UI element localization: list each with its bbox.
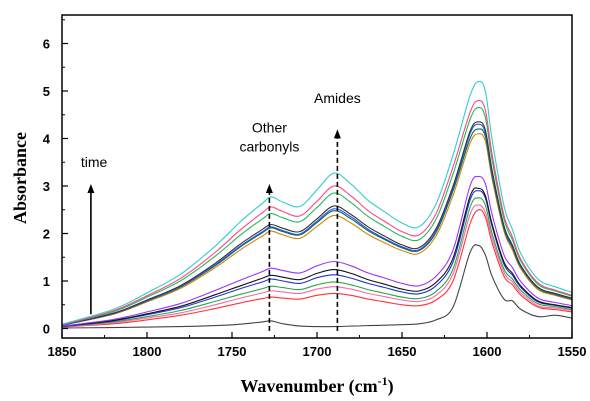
x-tick-label: 1600 bbox=[473, 344, 502, 359]
y-tick-label: 3 bbox=[43, 179, 50, 194]
series-line-7 bbox=[61, 175, 573, 327]
annotation-label-2: carbonyls bbox=[239, 138, 299, 154]
annotations: time Other carbonyls Amides bbox=[81, 90, 361, 331]
x-axis-title-close: ) bbox=[388, 376, 394, 397]
annotation-arrowhead-1 bbox=[87, 184, 95, 193]
series-line-9 bbox=[61, 128, 573, 326]
series-line-12 bbox=[61, 106, 573, 326]
x-tick-label: 1850 bbox=[48, 344, 77, 359]
x-tick-label: 1700 bbox=[303, 344, 332, 359]
annotation-label-1: time bbox=[81, 154, 108, 170]
annotation-label-2: Other bbox=[252, 119, 287, 135]
series-line-5 bbox=[61, 190, 573, 328]
y-tick-label: 0 bbox=[43, 322, 50, 337]
series-line-8 bbox=[61, 133, 573, 326]
x-axis-ticks: 1850 1800 1750 1700 1650 1600 1550 bbox=[48, 332, 587, 359]
annotation-label-3: Amides bbox=[314, 90, 361, 106]
x-tick-label: 1800 bbox=[133, 344, 162, 359]
x-axis-title-sup: -1 bbox=[378, 374, 388, 388]
x-axis-title: Wavenumber (cm-1) bbox=[240, 374, 393, 397]
series-line-11 bbox=[61, 121, 573, 326]
y-tick-label: 4 bbox=[43, 132, 51, 147]
x-tick-label: 1650 bbox=[388, 344, 417, 359]
series-line-6 bbox=[61, 187, 573, 327]
x-axis-title-main: Wavenumber (cm bbox=[240, 376, 377, 397]
y-tick-label: 2 bbox=[43, 227, 50, 242]
y-tick-label: 6 bbox=[43, 37, 50, 52]
series-line-4 bbox=[61, 197, 573, 328]
series-line-13 bbox=[61, 99, 573, 326]
y-axis-ticks: 0 1 2 3 4 5 6 bbox=[43, 19, 68, 337]
series-line-10 bbox=[61, 123, 573, 326]
y-tick-label: 5 bbox=[43, 84, 50, 99]
series-line-2 bbox=[61, 208, 573, 328]
y-axis-title: Absorbance bbox=[10, 132, 30, 224]
annotation-arrowhead-2 bbox=[265, 184, 273, 193]
x-tick-label: 1750 bbox=[218, 344, 247, 359]
series-line-1 bbox=[61, 244, 573, 329]
series-line-3 bbox=[61, 204, 573, 328]
series-line-14 bbox=[61, 80, 573, 325]
annotation-arrowhead-3 bbox=[333, 129, 341, 139]
y-tick-label: 1 bbox=[43, 274, 50, 289]
x-tick-label: 1550 bbox=[558, 344, 587, 359]
spectra-lines bbox=[61, 80, 573, 329]
